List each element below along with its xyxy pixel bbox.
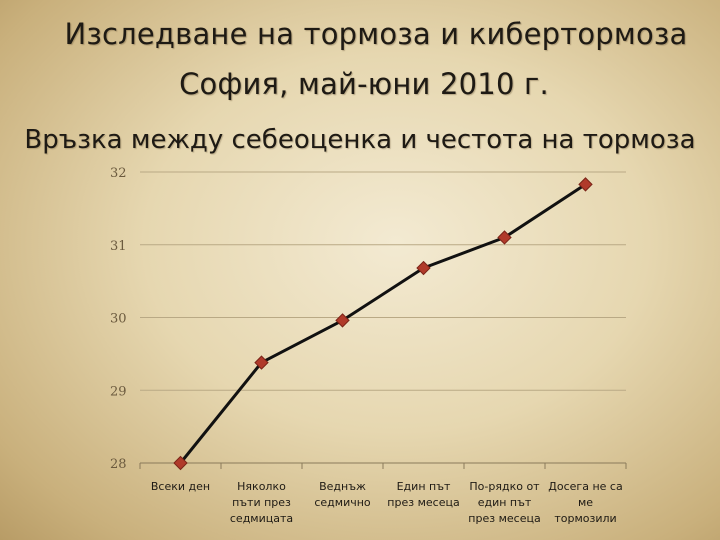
x-tick-label: По-рядко от един път през месеца xyxy=(468,480,540,525)
x-tick-label: Един път през месеца xyxy=(387,480,459,509)
x-tick-label: Няколко пъти през седмицата xyxy=(230,480,293,525)
data-point xyxy=(254,355,269,370)
y-tick-label: 29 xyxy=(110,384,127,399)
data-point xyxy=(335,313,350,328)
series-line xyxy=(179,183,587,464)
data-point xyxy=(497,230,512,245)
chart-subtitle: Връзка между себеоценка и честота на тор… xyxy=(24,125,696,155)
data-point xyxy=(416,260,431,276)
data-point xyxy=(578,177,593,192)
y-tick-label: 28 xyxy=(110,457,127,472)
data-point xyxy=(173,455,188,471)
x-tick-label: Досега не са ме тормозили xyxy=(548,480,622,525)
page-title-line2: София, май-юни 2010 г. xyxy=(179,67,549,101)
y-tick-label: 30 xyxy=(110,312,127,327)
page-title: Изследване на тормоза и кибертормоза xyxy=(64,17,688,51)
x-tick-label: Всеки ден xyxy=(151,480,210,493)
y-tick-label: 32 xyxy=(110,166,127,181)
x-tick-label: Веднъж седмично xyxy=(314,480,371,509)
y-tick-label: 31 xyxy=(110,239,127,254)
